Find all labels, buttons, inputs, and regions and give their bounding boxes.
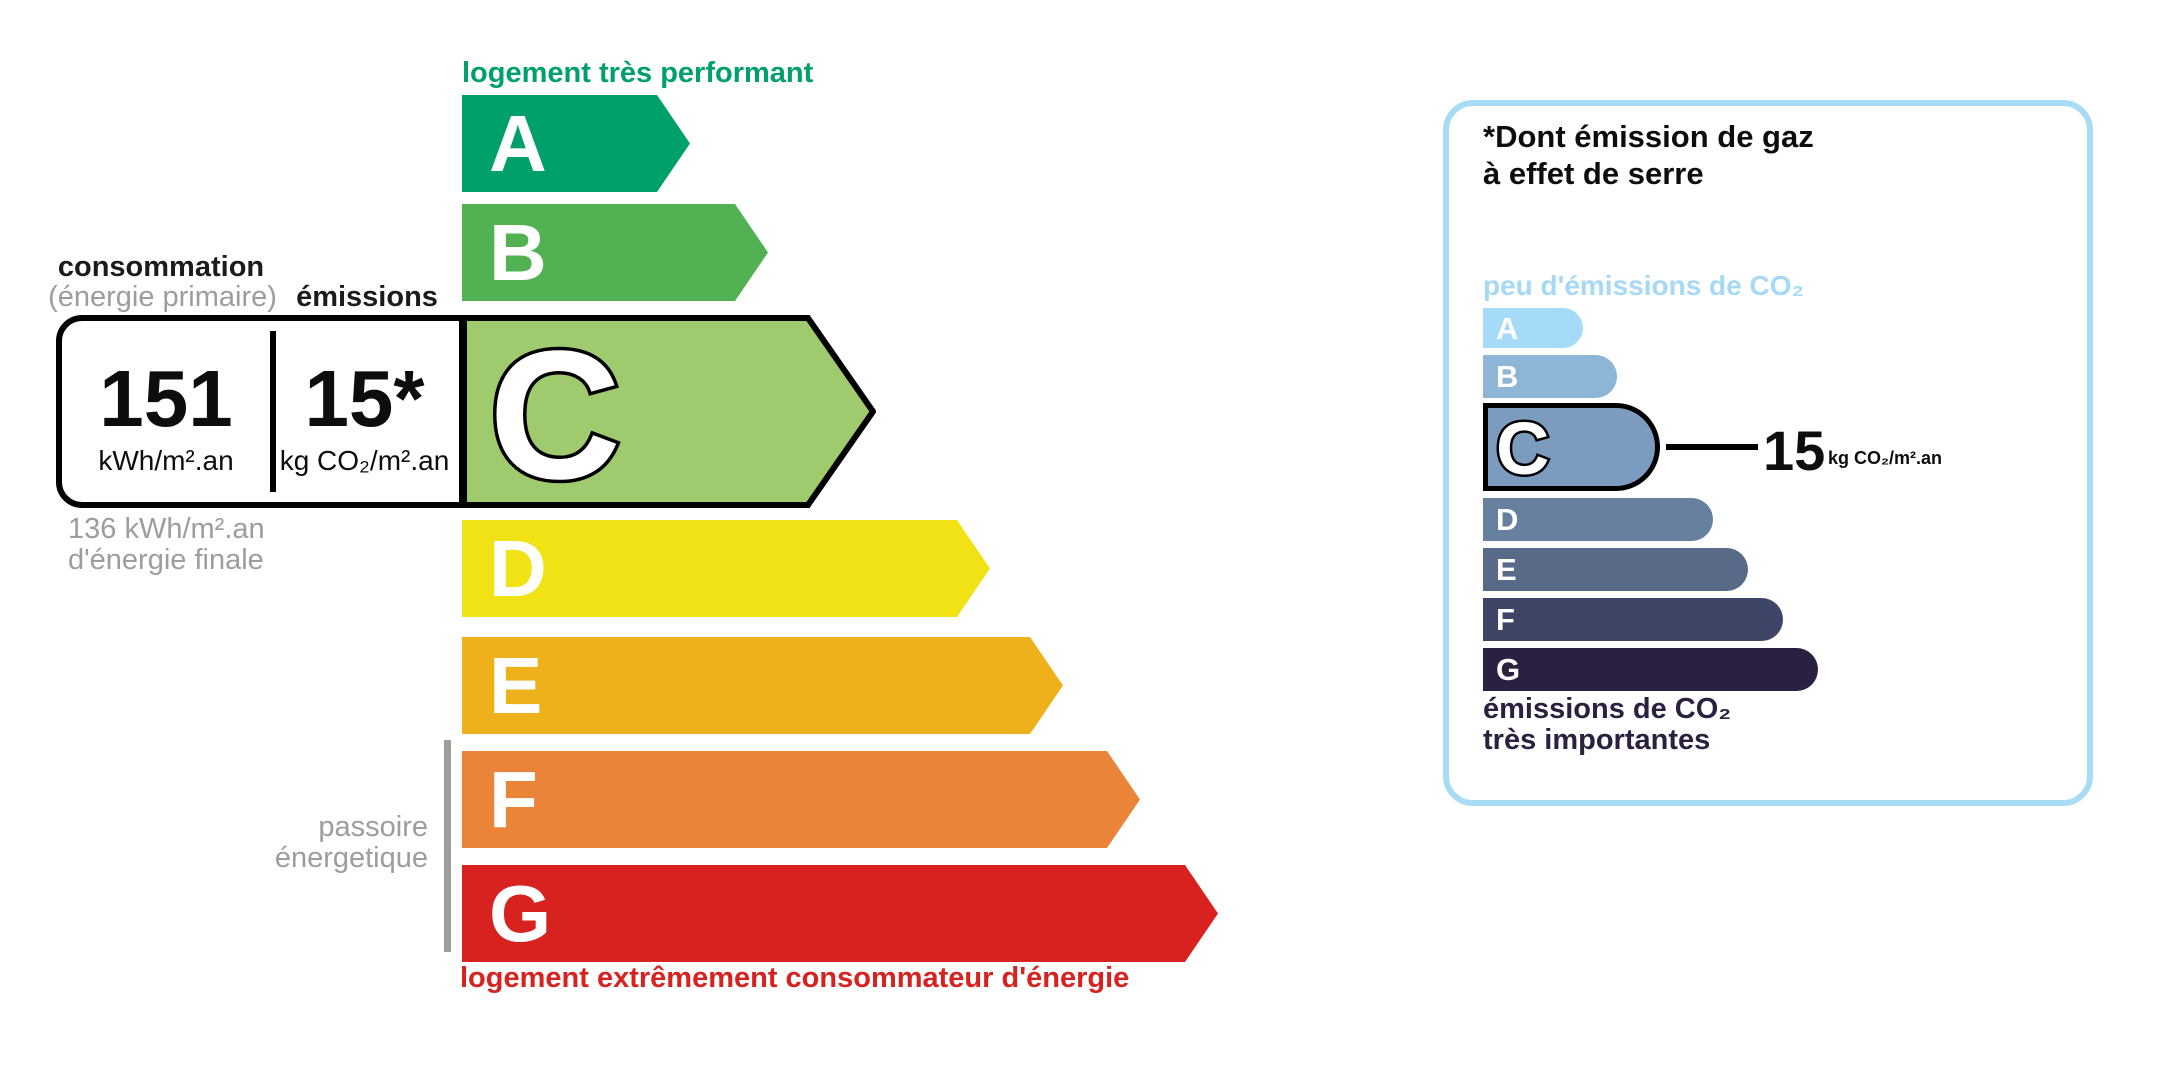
- energy-class-letter-a: A: [489, 98, 547, 188]
- co2-panel-title-line1: *Dont émission de gaz: [1483, 119, 1814, 154]
- co2-class-letter-d: D: [1496, 502, 1519, 537]
- energy-class-bar-f: F: [462, 751, 1140, 848]
- co2-class-letter-f: F: [1496, 602, 1515, 637]
- co2-value-cell: 15* kg CO₂/m².an: [270, 321, 459, 502]
- co2-class-bar-d: D: [1483, 498, 1713, 541]
- primary-energy-subheader: (énergie primaire): [48, 281, 277, 313]
- co2-class-c-pill-shape: [1483, 403, 1660, 491]
- energy-class-letter-e: E: [489, 640, 543, 730]
- consumption-column-header: consommation: [57, 251, 265, 283]
- co2-unit: kg CO₂/m².an: [279, 444, 450, 476]
- energy-class-c-arrow-shape: [461, 315, 876, 508]
- co2-class-bar-b: B: [1483, 355, 1617, 398]
- co2-class-bar-a: A: [1483, 308, 1583, 348]
- co2-high-emissions-label: émissions de CO₂ très importantes: [1483, 694, 1731, 756]
- final-energy-line2: d'énergie finale: [68, 544, 264, 576]
- co2-value-connector-line: [1666, 444, 1758, 450]
- energy-class-bar-b: B: [462, 204, 768, 301]
- energy-unit: kWh/m².an: [98, 444, 234, 476]
- co2-big-value: 15: [1763, 419, 1826, 482]
- final-energy-line1: 136 kWh/m².an: [68, 513, 265, 545]
- consumption-box: 151 kWh/m².an 15* kg CO₂/m².an: [56, 315, 465, 508]
- passoire-label: passoire énergetique: [180, 812, 428, 874]
- co2-class-bar-f: F: [1483, 598, 1783, 641]
- co2-class-letter-b: B: [1496, 359, 1519, 394]
- co2-high-emissions-line2: très importantes: [1483, 724, 1711, 756]
- box-divider: [270, 331, 276, 492]
- emissions-column-header: émissions: [296, 281, 438, 313]
- co2-panel-title: *Dont émission de gaz à effet de serre: [1483, 118, 1814, 192]
- passoire-label-line1: passoire: [318, 811, 428, 843]
- co2-class-bar-c-current: C: [1483, 403, 1660, 491]
- energy-class-bar-c-current: C: [461, 315, 876, 508]
- top-performance-label: logement très performant: [462, 57, 814, 89]
- co2-panel-title-line2: à effet de serre: [1483, 156, 1704, 191]
- energy-class-letter-b: B: [489, 207, 547, 297]
- energy-class-letter-g: G: [489, 868, 552, 958]
- co2-class-bar-g: G: [1483, 648, 1818, 691]
- co2-class-letter-c: C: [1496, 407, 1549, 490]
- energy-class-bar-g: G: [462, 865, 1218, 962]
- passoire-marker-bar: [444, 740, 451, 952]
- co2-high-emissions-line1: émissions de CO₂: [1483, 693, 1732, 725]
- co2-class-letter-e: E: [1496, 552, 1517, 587]
- energy-class-letter-f: F: [489, 754, 538, 844]
- co2-class-bar-e: E: [1483, 548, 1748, 591]
- energy-value-cell: 151 kWh/m².an: [62, 321, 270, 502]
- energy-class-letter-c: C: [489, 315, 621, 508]
- passoire-label-line2: énergetique: [274, 842, 428, 874]
- co2-big-value-unit: kg CO₂/m².an: [1828, 448, 1943, 468]
- energy-value: 151: [99, 353, 233, 443]
- co2-class-letter-g: G: [1496, 652, 1521, 687]
- co2-class-letter-a: A: [1496, 310, 1519, 346]
- energy-class-bar-a: A: [462, 95, 690, 192]
- co2-value: 15*: [304, 353, 425, 443]
- energy-class-bar-e: E: [462, 637, 1063, 734]
- bottom-consumer-label: logement extrêmement consommateur d'éner…: [460, 962, 1130, 994]
- energy-class-bar-d: D: [462, 520, 990, 617]
- co2-low-emissions-label: peu d'émissions de CO₂: [1483, 270, 1804, 301]
- energy-class-letter-d: D: [489, 523, 547, 613]
- final-energy-note: 136 kWh/m².an d'énergie finale: [68, 514, 265, 576]
